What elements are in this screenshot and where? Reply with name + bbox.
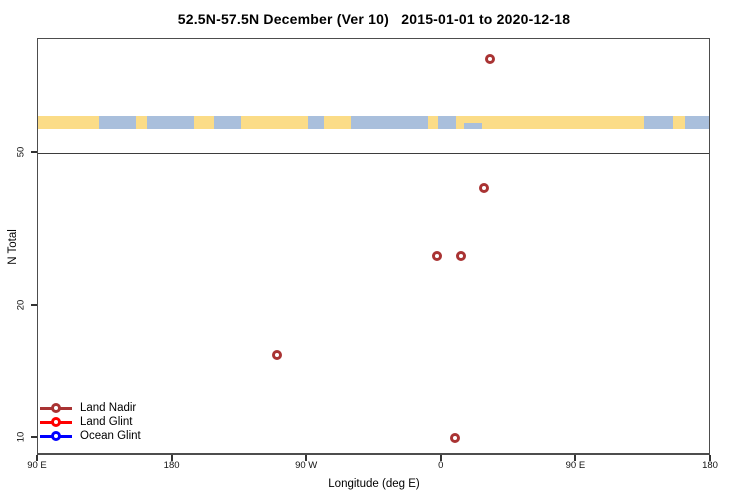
x-axis-tick	[574, 455, 577, 461]
map-ocean-segment	[99, 116, 137, 129]
x-axis-tick	[439, 455, 442, 461]
map-ocean-segment	[464, 122, 483, 129]
x-axis-tick-label: 180	[163, 460, 180, 471]
map-ocean-segment	[307, 116, 325, 129]
legend-circle-marker	[51, 403, 61, 413]
y-axis-tick	[31, 151, 37, 153]
legend-item: Ocean Glint	[40, 429, 141, 443]
plot-area: Land Nadir Land Glint Ocean Glint	[37, 38, 710, 455]
x-axis-tick-label: 90 W	[295, 460, 318, 471]
y-axis-tick-label: 10	[15, 431, 27, 443]
y-axis-title: N Total	[7, 229, 19, 265]
land-nadir-point	[456, 250, 467, 261]
x-axis-tick	[709, 455, 711, 461]
map-land-segment	[455, 116, 644, 129]
legend-item: Land Glint	[40, 415, 141, 429]
map-land-segment	[427, 116, 438, 129]
legend-line-marker	[40, 403, 72, 413]
legend-circle-marker	[51, 417, 61, 427]
x-axis-tick-label: 0	[438, 460, 444, 471]
reference-line-50	[38, 153, 709, 154]
y-axis-tick-label: 20	[15, 299, 27, 311]
map-land-segment	[38, 116, 100, 129]
x-axis-tick	[36, 455, 38, 461]
map-ocean-segment	[214, 116, 242, 129]
legend: Land Nadir Land Glint Ocean Glint	[40, 401, 141, 443]
map-ocean-segment	[350, 116, 428, 129]
legend-label: Land Glint	[80, 416, 133, 428]
y-axis-tick-label: 50	[15, 146, 27, 158]
map-band	[38, 116, 709, 129]
map-land-segment	[194, 116, 215, 129]
legend-circle-marker	[51, 431, 61, 441]
legend-line-marker	[40, 431, 72, 441]
legend-label: Ocean Glint	[80, 430, 141, 442]
map-ocean-segment	[643, 116, 674, 129]
chart-title: 52.5N-57.5N December (Ver 10) 2015-01-01…	[177, 11, 571, 27]
land-nadir-point	[478, 183, 489, 194]
x-axis-tick	[305, 455, 308, 461]
map-ocean-segment	[147, 116, 195, 129]
map-land-segment	[324, 116, 351, 129]
map-land-segment	[241, 116, 308, 129]
x-axis-tick-label: 90 E	[565, 460, 586, 471]
map-ocean-segment	[684, 116, 709, 129]
x-axis-tick-label: 180	[702, 460, 718, 471]
land-nadir-point	[272, 349, 283, 360]
x-axis-tick-label: 90 E	[27, 460, 47, 471]
x-axis-tick	[170, 455, 173, 461]
land-nadir-point	[450, 433, 461, 443]
land-nadir-point	[432, 250, 443, 261]
legend-line-marker	[40, 417, 72, 427]
y-axis-tick	[31, 304, 37, 306]
x-axis-title: Longitude (deg E)	[328, 478, 420, 490]
legend-item: Land Nadir	[40, 401, 141, 415]
map-land-segment	[673, 116, 685, 129]
y-axis-tick	[31, 436, 37, 438]
land-nadir-point	[484, 54, 495, 65]
map-land-segment	[136, 116, 148, 129]
map-ocean-segment	[437, 116, 456, 129]
legend-label: Land Nadir	[80, 402, 137, 414]
